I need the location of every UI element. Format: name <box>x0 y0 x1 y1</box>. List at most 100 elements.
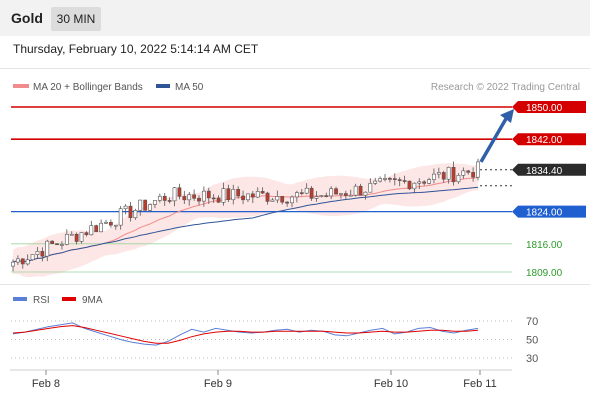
level-tag-3 <box>512 205 586 218</box>
candle-body <box>422 181 427 184</box>
x-axis: Feb 8 Feb 9 Feb 10 Feb 11 <box>32 370 497 390</box>
candle-body <box>40 251 45 257</box>
candle-body <box>118 208 123 226</box>
candle-body <box>368 183 373 193</box>
candle-body <box>461 170 466 176</box>
forecast-arrow-shaft <box>479 116 509 163</box>
ma20-legend-label: MA 20 + Bollinger Bands <box>33 82 143 93</box>
candle-body <box>260 191 265 194</box>
candle-body <box>216 197 221 203</box>
divider-top <box>0 68 590 69</box>
candle-body <box>275 196 280 201</box>
candle-body <box>123 205 128 210</box>
candle-body <box>255 191 260 198</box>
candle-body <box>55 243 59 246</box>
candle-body <box>30 254 35 261</box>
candle-body <box>15 258 20 263</box>
candle-body <box>64 234 69 245</box>
candle-body <box>324 195 329 197</box>
candle-body <box>246 193 250 201</box>
rsi-ma-legend-swatch <box>62 297 76 301</box>
candle-body <box>314 196 319 199</box>
rsi-tick-label: 70 <box>526 316 538 328</box>
candle-body <box>294 192 299 198</box>
x-tick-label: Feb 10 <box>374 378 408 390</box>
ma20-legend-swatch <box>13 84 29 88</box>
timestamp: Thursday, February 10, 2022 5:14:14 AM C… <box>13 42 259 56</box>
candle-body <box>99 222 104 233</box>
ma50-line <box>12 186 479 263</box>
candle-body <box>466 170 471 173</box>
level-label-4: 1816.00 <box>526 240 563 251</box>
candle-body <box>339 193 343 195</box>
timeframe-button[interactable]: 30 MIN <box>51 7 101 31</box>
candle-body <box>167 200 172 202</box>
rsi-legend-label: RSI <box>33 295 50 306</box>
candle-body <box>25 259 30 265</box>
candle-body <box>329 188 334 197</box>
candle-body <box>50 240 55 245</box>
candle-body <box>108 222 113 226</box>
candle-body <box>471 172 476 178</box>
candle-body <box>304 187 309 194</box>
candle-body <box>392 178 397 180</box>
candle-body <box>231 189 236 201</box>
candle-body <box>201 190 206 202</box>
candle-body <box>172 187 177 202</box>
candle-body <box>334 188 338 195</box>
candle-body <box>451 167 456 183</box>
level-label-3: 1824.00 <box>526 208 563 219</box>
candle-body <box>221 188 226 203</box>
candle-body <box>60 244 64 246</box>
candle-body <box>412 182 417 190</box>
candle-body <box>148 204 152 211</box>
candle-body <box>162 195 167 201</box>
candle-body <box>456 174 461 183</box>
candle-body <box>11 261 15 267</box>
moving-averages <box>12 176 479 263</box>
rsi-legend-swatch <box>13 297 27 301</box>
rsi-tick-label: 30 <box>526 353 538 365</box>
candle-body <box>402 180 407 182</box>
candle-body <box>177 187 182 197</box>
candle-body <box>309 187 314 199</box>
candle-body <box>427 179 431 184</box>
candle-body <box>383 178 387 180</box>
candle-body <box>94 225 99 233</box>
candle-body <box>241 195 245 201</box>
level-label-1: 1842.00 <box>526 135 563 146</box>
candle-body <box>285 201 290 204</box>
forecast-arrow-head <box>500 109 514 123</box>
candle-body <box>143 199 148 211</box>
candle-body <box>270 199 275 202</box>
x-tick-label: Feb 11 <box>463 378 496 390</box>
instrument-title: Gold <box>11 10 43 26</box>
candle-body <box>280 196 285 203</box>
x-tick-label: Feb 8 <box>32 378 60 390</box>
level-label-2: 1834.40 <box>526 166 563 177</box>
candle-body <box>197 197 201 202</box>
candle-body <box>182 196 187 201</box>
candle-body <box>153 200 157 205</box>
candle-body <box>187 194 192 201</box>
candle-body <box>446 167 451 180</box>
candle-body <box>348 194 353 197</box>
candle-body <box>387 178 392 180</box>
price-levels <box>11 106 512 273</box>
level-tag-2 <box>512 163 586 176</box>
candle-body <box>250 193 255 198</box>
rsi-line <box>12 322 479 346</box>
candle-body <box>358 185 363 196</box>
level-label-0: 1850.00 <box>526 103 563 114</box>
rsi-ma-legend-label: 9MA <box>82 295 103 306</box>
candle-body <box>476 161 480 178</box>
rsi-tick-label: 50 <box>526 335 538 347</box>
x-tick-label: Feb 9 <box>204 378 232 390</box>
candle-body <box>290 196 294 204</box>
rsi-panel: 70 50 30 <box>11 316 538 365</box>
candle-body <box>353 185 358 196</box>
bollinger-band <box>13 163 478 278</box>
candle-body <box>211 197 216 200</box>
level-label-5: 1809.00 <box>526 268 563 279</box>
